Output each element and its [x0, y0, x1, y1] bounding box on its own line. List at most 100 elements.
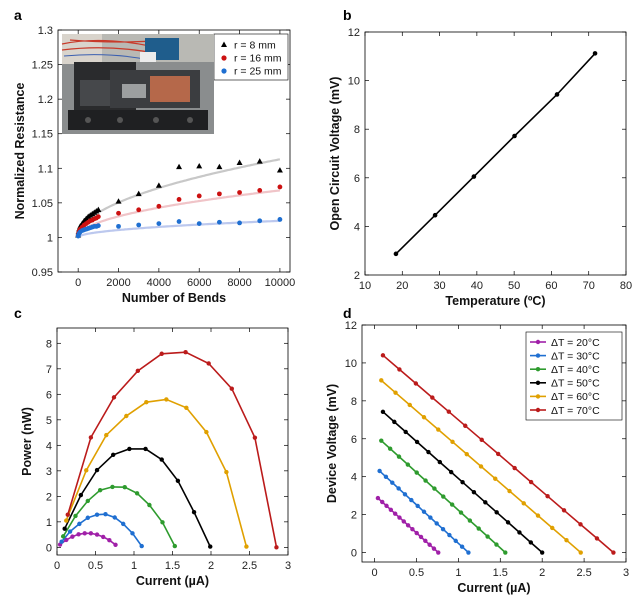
- x-tick-label: 2: [539, 567, 545, 579]
- data-point: [136, 222, 142, 228]
- data-point: [430, 395, 435, 400]
- data-point: [423, 478, 428, 483]
- data-point: [550, 525, 555, 531]
- data-point: [84, 468, 89, 473]
- data-point: [70, 534, 75, 539]
- data-point: [479, 437, 484, 443]
- legend-marker: [535, 339, 541, 345]
- data-point: [441, 494, 446, 499]
- data-point: [204, 429, 209, 435]
- data-point: [143, 446, 148, 452]
- data-point: [196, 163, 203, 169]
- data-point: [460, 479, 465, 485]
- data-point: [94, 532, 100, 537]
- x-tick-label: 2.5: [242, 560, 257, 572]
- data-point: [471, 490, 477, 495]
- data-point: [494, 510, 499, 515]
- y-tick-label: 2: [354, 270, 360, 282]
- data-point: [485, 534, 490, 539]
- data-point: [172, 543, 178, 549]
- data-point: [512, 133, 517, 139]
- x-tick-label: 0.5: [409, 567, 424, 579]
- data-point: [65, 512, 70, 517]
- data-point: [466, 550, 471, 555]
- x-tick-label: 60: [545, 280, 557, 292]
- data-point: [191, 509, 197, 515]
- data-point: [450, 439, 455, 445]
- y-tick-label: 12: [348, 27, 360, 39]
- data-point: [176, 219, 182, 224]
- legend-label: ΔT = 30°C: [551, 350, 600, 362]
- data-point: [405, 462, 411, 467]
- x-axis-label: Current (µA): [136, 574, 209, 588]
- data-point: [458, 510, 464, 515]
- data-point: [82, 531, 87, 536]
- legend-label: ΔT = 70°C: [551, 405, 600, 417]
- data-point: [130, 531, 135, 536]
- x-tick-label: 0: [75, 277, 81, 289]
- y-tick-label: 7: [46, 364, 52, 376]
- legend-label: ΔT = 60°C: [551, 391, 600, 403]
- data-point: [409, 497, 414, 503]
- fit-curve: [77, 219, 280, 239]
- data-point: [94, 512, 100, 517]
- data-point: [423, 538, 428, 544]
- legend-marker: [221, 55, 227, 61]
- y-tick-label: 8: [354, 124, 360, 136]
- data-point: [95, 206, 102, 212]
- data-point: [478, 464, 484, 469]
- x-tick-label: 1.5: [165, 560, 180, 572]
- data-point: [388, 507, 394, 512]
- data-point: [421, 415, 427, 420]
- x-tick-label: 2.5: [576, 567, 591, 579]
- panel-label-c: c: [14, 305, 22, 321]
- data-point: [554, 92, 560, 97]
- fit-curve: [77, 158, 281, 238]
- x-tick-label: 10000: [265, 277, 296, 289]
- data-point: [64, 537, 69, 543]
- y-tick-label: 5: [46, 415, 52, 427]
- data-point: [115, 198, 122, 204]
- data-point: [159, 351, 164, 356]
- data-point: [528, 540, 534, 545]
- x-tick-label: 1: [455, 567, 461, 579]
- data-point: [62, 526, 67, 531]
- data-point: [224, 469, 229, 475]
- data-point: [101, 534, 106, 540]
- data-point: [127, 446, 132, 452]
- data-point: [176, 197, 182, 202]
- data-point: [414, 439, 420, 445]
- chart-c: 0 0.5 1 1.5 2 2.5 3 0 1 2 3 4 5 6 7 8 Current (µA) Power …: [20, 327, 291, 588]
- data-point: [561, 508, 567, 513]
- data-point: [196, 221, 202, 227]
- data-point: [449, 502, 455, 507]
- data-point: [95, 214, 101, 220]
- data-point: [427, 542, 432, 547]
- data-point: [135, 368, 141, 374]
- data-point: [159, 457, 164, 462]
- y-tick-label: 4: [46, 440, 52, 452]
- data-point: [136, 207, 142, 213]
- y-tick-label: 0: [46, 542, 52, 554]
- series-line: [63, 448, 211, 547]
- y-tick-label: 6: [354, 173, 360, 185]
- x-tick-label: 0: [372, 567, 378, 579]
- data-point: [252, 435, 258, 440]
- data-point: [276, 167, 283, 173]
- data-point: [397, 515, 402, 520]
- data-point: [94, 467, 100, 473]
- data-point: [592, 51, 598, 56]
- data-point: [76, 532, 81, 537]
- data-point: [403, 429, 408, 435]
- y-tick-label: 4: [351, 472, 357, 484]
- data-point: [85, 515, 91, 520]
- data-point: [383, 474, 389, 480]
- data-point: [375, 495, 381, 501]
- data-point: [113, 542, 118, 547]
- data-point: [196, 193, 202, 199]
- chart-d: 0 0.5 1 1.5 2 2.5 3 0 2 4 6 8 10 12 Current (µA) Device…: [325, 320, 629, 595]
- data-point: [77, 521, 82, 527]
- data-point: [112, 515, 117, 520]
- legend-label: ΔT = 50°C: [551, 378, 600, 390]
